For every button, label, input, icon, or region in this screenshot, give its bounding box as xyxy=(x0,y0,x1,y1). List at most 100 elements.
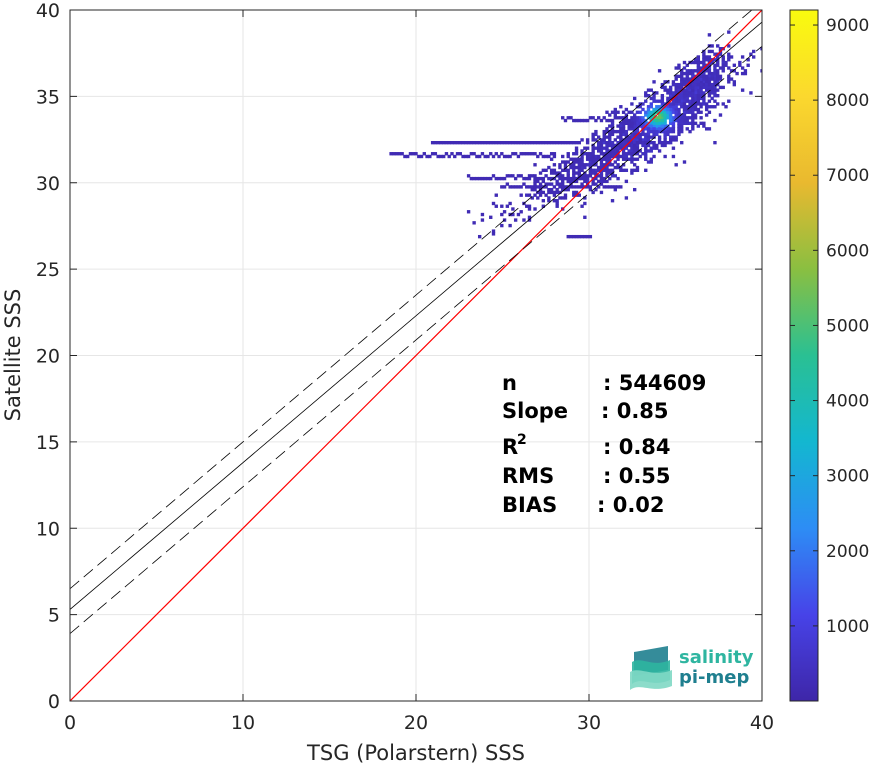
heatmap-cell xyxy=(597,179,601,184)
heatmap-cell xyxy=(638,102,642,106)
heatmap-cell xyxy=(599,179,604,184)
heatmap-cell xyxy=(674,116,678,120)
heatmap-cell xyxy=(549,157,554,161)
heatmap-cell xyxy=(466,210,471,214)
heatmap-cell xyxy=(608,124,612,128)
heatmap-cell xyxy=(572,176,576,181)
heatmap-cell xyxy=(505,140,510,145)
heatmap-cell xyxy=(455,140,460,145)
heatmap-cell xyxy=(561,154,565,159)
heatmap-cell xyxy=(702,99,706,103)
heatmap-cell xyxy=(668,110,673,114)
heatmap-cell xyxy=(583,174,587,178)
heatmap-cell xyxy=(649,96,653,101)
heatmap-cell xyxy=(602,179,606,184)
heatmap-cell xyxy=(630,171,634,175)
heatmap-cell xyxy=(627,135,631,139)
heatmap-cell xyxy=(508,140,512,145)
heatmap-cell xyxy=(572,160,576,164)
heatmap-cell xyxy=(680,91,684,95)
heatmap-cell xyxy=(441,140,446,145)
heatmap-cell xyxy=(660,110,665,114)
heatmap-cell xyxy=(769,33,772,36)
heatmap-cell xyxy=(646,116,651,120)
heatmap-cell xyxy=(693,82,698,87)
heatmap-cell xyxy=(624,121,629,126)
heatmap-cell xyxy=(641,138,645,142)
heatmap-cell xyxy=(500,223,504,228)
colorbar-tick-label: 4000 xyxy=(826,392,869,412)
heatmap-cell xyxy=(599,163,604,167)
heatmap-cell xyxy=(563,176,568,181)
colorbar-ticks: 1000 2000 3000 4000 5000 6000 7000 8000 9000 xyxy=(790,16,869,637)
heatmap-cell xyxy=(716,44,720,48)
heatmap-cell xyxy=(547,182,551,186)
heatmap-cell xyxy=(710,49,714,54)
heatmap-cell xyxy=(566,160,570,164)
heatmap-cell xyxy=(572,193,576,197)
heatmap-cell xyxy=(693,69,698,73)
heatmap-cell xyxy=(649,135,653,139)
heatmap-cell xyxy=(624,118,629,123)
heatmap-cell xyxy=(644,146,648,150)
heatmap-cell xyxy=(533,179,537,184)
heatmap-cell xyxy=(599,118,604,123)
heatmap-cell xyxy=(627,157,631,161)
heatmap-cell xyxy=(513,218,518,222)
heatmap-cell xyxy=(702,60,706,65)
heatmap-cell xyxy=(671,110,676,114)
heatmap-cell xyxy=(677,124,681,128)
heatmap-cell xyxy=(691,74,695,79)
heatmap-cell xyxy=(591,143,595,148)
heatmap-cell xyxy=(713,85,717,90)
heatmap-cell xyxy=(547,165,551,170)
heatmap-cell xyxy=(655,132,659,137)
heatmap-cell xyxy=(527,176,532,181)
heatmap-cell xyxy=(718,52,723,56)
heatmap-cell xyxy=(644,152,648,156)
heatmap-cell xyxy=(644,113,648,117)
heatmap-cell xyxy=(602,138,606,142)
heatmap-cell xyxy=(707,127,712,131)
heatmap-cell xyxy=(660,94,665,98)
heatmap-cell xyxy=(668,88,673,92)
heatmap-cell xyxy=(552,163,557,167)
heatmap-cell xyxy=(597,157,601,161)
heatmap-cell xyxy=(414,152,418,156)
heatmap-cell xyxy=(552,199,557,203)
heatmap-cell xyxy=(605,118,609,123)
heatmap-cell xyxy=(704,113,709,117)
x-axis-label: TSG (Polarstern) SSS xyxy=(306,741,525,765)
heatmap-cell xyxy=(494,193,498,197)
heatmap-cell xyxy=(682,105,687,109)
heatmap-cell xyxy=(646,129,651,134)
heatmap-cell xyxy=(716,80,720,84)
heatmap-cell xyxy=(583,146,587,150)
heatmap-cell xyxy=(649,140,653,145)
heatmap-cell xyxy=(677,118,681,123)
heatmap-cell xyxy=(716,94,720,98)
heatmap-cell xyxy=(627,149,631,153)
heatmap-cell xyxy=(635,152,640,156)
stat-bias-label: BIAS xyxy=(502,493,557,517)
heatmap-cell xyxy=(657,99,662,103)
heatmap-cell xyxy=(699,91,703,95)
heatmap-cell xyxy=(533,185,537,189)
heatmap-cell xyxy=(713,91,717,95)
x-tick-label: 20 xyxy=(404,712,428,734)
heatmap-cell xyxy=(561,168,565,172)
heatmap-cell xyxy=(663,116,667,120)
heatmap-cell xyxy=(491,229,496,233)
heatmap-cell xyxy=(613,107,617,112)
heatmap-cell xyxy=(646,110,651,114)
heatmap-cell xyxy=(707,69,712,73)
heatmap-cell xyxy=(702,49,706,54)
stat-slope-value: : 0.85 xyxy=(601,399,669,423)
heatmap-cell xyxy=(718,66,723,70)
heatmap-cell xyxy=(696,60,701,65)
heatmap-cell xyxy=(469,140,474,145)
heatmap-cell xyxy=(660,140,665,145)
heatmap-cell xyxy=(766,47,769,50)
heatmap-cell xyxy=(577,168,581,172)
